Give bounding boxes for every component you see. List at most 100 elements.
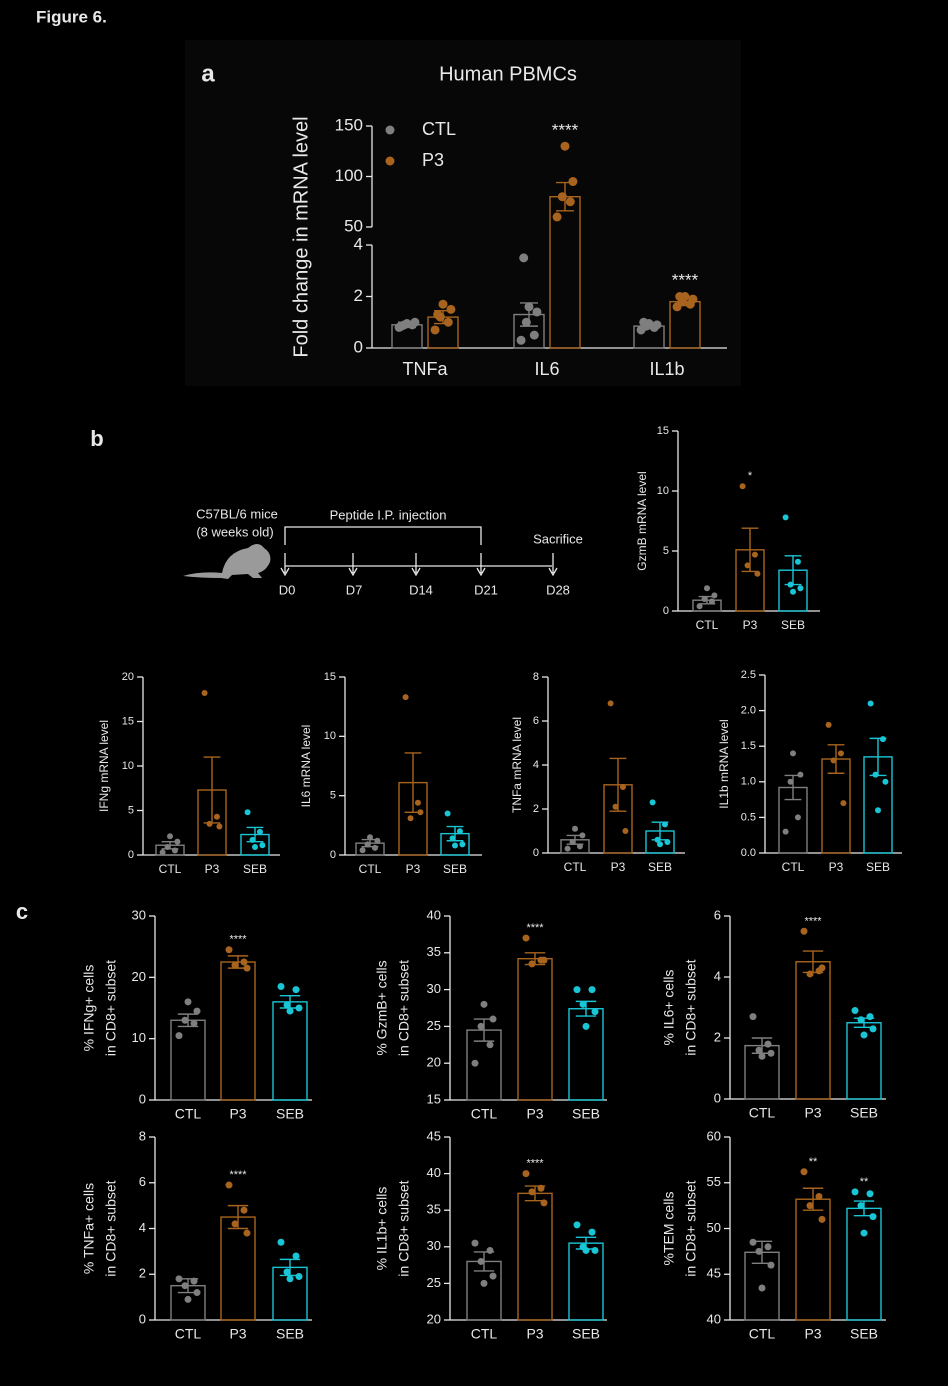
bar (272, 1001, 308, 1101)
data-point (857, 1202, 865, 1210)
data-point (159, 849, 166, 856)
legend-marker (385, 156, 395, 166)
x-tick-label: CTL (696, 618, 719, 632)
data-point (806, 1202, 814, 1210)
x-tick-label: SEB (276, 1106, 304, 1122)
significance-label: ** (860, 1176, 869, 1188)
x-tick-label: SEB (276, 1326, 304, 1342)
data-point (175, 1275, 183, 1283)
data-point (758, 1052, 766, 1060)
data-point (407, 815, 414, 822)
data-point (579, 832, 586, 839)
y-axis-label: in CD8+ subset (396, 960, 412, 1056)
data-point (790, 750, 796, 757)
y-tick-label: 35 (427, 944, 441, 959)
data-point (569, 839, 576, 845)
data-point (688, 294, 698, 304)
data-point (524, 302, 534, 312)
data-point (806, 970, 814, 978)
data-point (840, 800, 847, 807)
y-axis-label: in CD8+ subset (103, 960, 119, 1056)
y-tick-label: 30 (132, 907, 146, 922)
data-point (256, 828, 263, 835)
y-axis-label: in CD8+ subset (396, 1180, 412, 1276)
y-axis-label: %TEM cells (661, 1192, 677, 1266)
y-tick-label: 0.5 (741, 811, 756, 823)
data-point (767, 1049, 775, 1057)
data-point (277, 1238, 285, 1246)
y-tick-label: 40 (707, 1311, 721, 1326)
x-tick-label: CTL (359, 862, 382, 876)
y-tick-label: 4 (533, 759, 539, 771)
data-point (444, 810, 451, 817)
data-point (704, 585, 710, 592)
data-point (240, 1206, 248, 1214)
data-point (231, 961, 239, 969)
data-point (794, 558, 801, 565)
y-tick-label: 0 (663, 605, 669, 617)
y-tick-label: 30 (427, 1238, 441, 1253)
data-point (879, 736, 886, 743)
data-point (818, 964, 826, 972)
data-point (800, 927, 808, 935)
data-point (867, 700, 874, 707)
bar (795, 1198, 831, 1321)
data-point (292, 1252, 300, 1260)
data-point (286, 1007, 294, 1015)
y-tick-label: 10 (132, 1030, 146, 1045)
data-point (708, 598, 715, 605)
data-point (564, 845, 571, 852)
data-point (552, 212, 562, 222)
data-point (639, 317, 649, 327)
data-point (292, 986, 300, 994)
x-tick-label: P3 (526, 1106, 543, 1122)
data-point (397, 321, 407, 331)
bar (846, 1207, 882, 1321)
day-label: D7 (346, 582, 363, 597)
y-tick-label: 2.5 (741, 669, 756, 681)
data-point (528, 960, 536, 968)
x-tick-label: SEB (443, 862, 467, 876)
data-point (528, 1188, 536, 1196)
data-point (857, 1016, 865, 1024)
x-tick-label: IL6 (534, 359, 559, 379)
data-point (882, 778, 889, 785)
data-point (764, 1243, 772, 1251)
data-point (206, 820, 213, 827)
significance-label: **** (526, 1158, 544, 1170)
data-point (225, 1181, 233, 1189)
endpoint-label: Sacrifice (533, 531, 583, 546)
data-point (456, 828, 463, 835)
significance-label: ** (809, 1156, 818, 1168)
data-point (576, 843, 583, 850)
panel-label: c (16, 899, 28, 924)
data-point (652, 320, 662, 330)
data-point (486, 1041, 494, 1049)
data-point (259, 842, 266, 849)
chart-title: Human PBMCs (439, 63, 577, 85)
data-point (480, 1000, 488, 1008)
y-tick-label: 55 (707, 1174, 721, 1189)
data-point (240, 958, 248, 966)
y-tick-label: 0.0 (741, 847, 756, 859)
legend-label: P3 (422, 150, 444, 170)
data-point (591, 1008, 599, 1016)
y-tick-label: 20 (132, 969, 146, 984)
y-tick-label: 10 (122, 760, 134, 772)
data-point (582, 1246, 590, 1254)
y-tick-label: 25 (427, 1018, 441, 1033)
data-point (872, 771, 879, 778)
data-point (522, 934, 530, 942)
data-point (471, 1059, 479, 1067)
x-tick-label: SEB (850, 1105, 878, 1121)
data-point (696, 603, 703, 610)
data-point (860, 1031, 868, 1039)
x-tick-label: CTL (159, 862, 182, 876)
data-point (764, 1040, 772, 1048)
data-point (213, 813, 220, 820)
data-point (371, 844, 378, 851)
data-point (818, 1215, 826, 1223)
x-tick-label: SEB (648, 860, 672, 874)
x-tick-label: P3 (229, 1326, 246, 1342)
